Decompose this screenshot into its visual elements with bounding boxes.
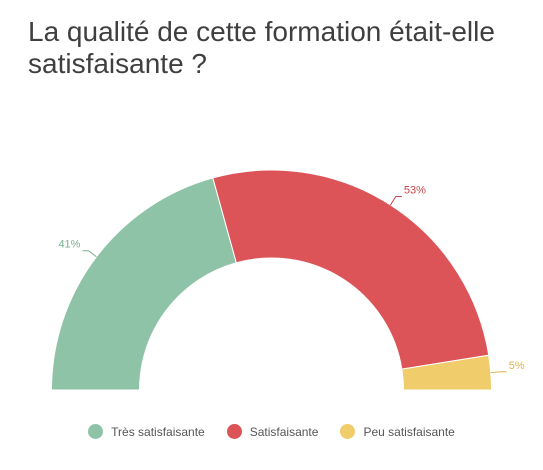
data-label-tres-satisfaisante: 41%	[58, 239, 80, 251]
legend-item-satisfaisante[interactable]: Satisfaisante	[226, 424, 319, 439]
legend-label-tres-satisfaisante: Très satisfaisante	[111, 424, 205, 439]
chart-title: La qualité de cette formation était-elle…	[28, 16, 495, 79]
legend-item-tres-satisfaisante[interactable]: Très satisfaisante	[88, 424, 205, 439]
leader-line-satisfaisante	[390, 196, 402, 206]
data-label-satisfaisante: 53%	[404, 185, 426, 197]
leader-line-tres-satisfaisante	[82, 250, 97, 258]
legend-label-satisfaisante: Satisfaisante	[249, 424, 319, 439]
slice-satisfaisante[interactable]	[212, 169, 490, 370]
legend-label-peu-satisfaisante: Peu satisfaisante	[363, 424, 455, 439]
legend-dot-satisfaisante	[226, 424, 242, 439]
slice-peu-satisfaisante[interactable]	[401, 354, 493, 391]
legend-item-peu-satisfaisante[interactable]: Peu satisfaisante	[340, 424, 455, 439]
chart-legend: Très satisfaisante Satisfaisante Peu sat…	[0, 424, 543, 439]
slice-tres-satisfaisante[interactable]	[50, 177, 237, 391]
data-label-peu-satisfaisante: 5%	[509, 360, 525, 372]
leader-line-peu-satisfaisante	[490, 371, 507, 374]
legend-dot-peu-satisfaisante	[340, 424, 356, 439]
legend-dot-tres-satisfaisante	[88, 424, 104, 439]
